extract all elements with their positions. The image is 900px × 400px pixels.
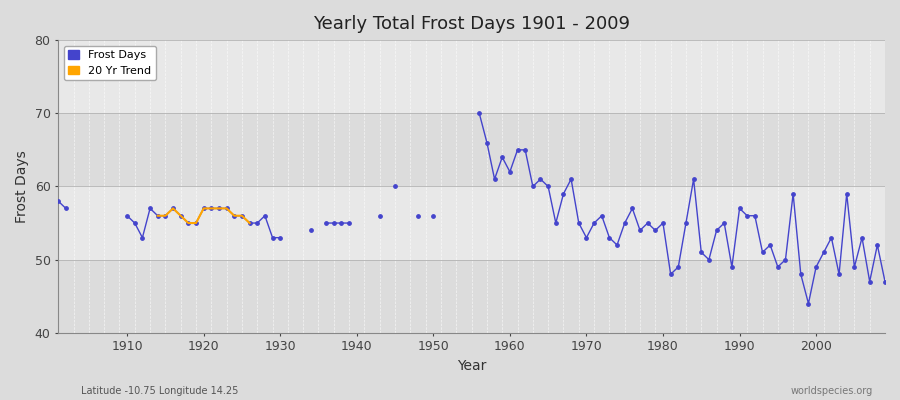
Point	[480, 139, 494, 146]
Point	[778, 256, 793, 263]
Point	[724, 264, 739, 270]
Point	[135, 234, 149, 241]
Point	[526, 183, 540, 190]
Point	[143, 205, 157, 212]
Point	[794, 271, 808, 278]
Point	[763, 242, 778, 248]
Point	[595, 212, 609, 219]
Point	[257, 212, 272, 219]
Point	[472, 110, 487, 116]
Point	[510, 147, 525, 153]
Point	[495, 154, 509, 160]
Point	[303, 227, 318, 234]
Point	[610, 242, 625, 248]
Point	[196, 205, 211, 212]
Point	[212, 205, 226, 212]
Point	[58, 205, 73, 212]
Text: worldspecies.org: worldspecies.org	[791, 386, 873, 396]
Point	[870, 242, 885, 248]
Point	[518, 147, 533, 153]
Point	[679, 220, 693, 226]
Point	[626, 205, 640, 212]
Point	[373, 212, 387, 219]
Point	[641, 220, 655, 226]
Point	[242, 220, 256, 226]
Point	[702, 256, 716, 263]
Point	[572, 220, 586, 226]
Point	[488, 176, 502, 182]
Point	[128, 220, 142, 226]
Point	[580, 234, 594, 241]
Point	[855, 234, 869, 241]
Point	[671, 264, 686, 270]
Point	[334, 220, 348, 226]
Point	[687, 176, 701, 182]
Point	[549, 220, 563, 226]
Point	[120, 212, 134, 219]
Point	[556, 190, 571, 197]
Point	[633, 227, 647, 234]
Point	[694, 249, 708, 256]
Point	[840, 190, 854, 197]
Point	[663, 271, 678, 278]
Point	[786, 190, 800, 197]
X-axis label: Year: Year	[457, 359, 486, 373]
Point	[174, 212, 188, 219]
Point	[503, 169, 517, 175]
Bar	[58, 186, 885, 260]
Point	[150, 212, 165, 219]
Bar	[58, 113, 885, 186]
Point	[319, 220, 333, 226]
Point	[816, 249, 831, 256]
Point	[602, 234, 616, 241]
Point	[733, 205, 747, 212]
Point	[801, 300, 815, 307]
Point	[227, 212, 241, 219]
Point	[220, 205, 234, 212]
Point	[235, 212, 249, 219]
Point	[748, 212, 762, 219]
Point	[250, 220, 265, 226]
Point	[717, 220, 732, 226]
Point	[541, 183, 555, 190]
Point	[770, 264, 785, 270]
Bar	[58, 260, 885, 333]
Point	[327, 220, 341, 226]
Point	[189, 220, 203, 226]
Point	[181, 220, 195, 226]
Point	[648, 227, 662, 234]
Point	[166, 205, 180, 212]
Text: Latitude -10.75 Longitude 14.25: Latitude -10.75 Longitude 14.25	[81, 386, 239, 396]
Point	[273, 234, 287, 241]
Point	[426, 212, 440, 219]
Point	[51, 198, 66, 204]
Y-axis label: Frost Days: Frost Days	[15, 150, 29, 223]
Point	[564, 176, 579, 182]
Point	[847, 264, 861, 270]
Point	[824, 234, 839, 241]
Point	[656, 220, 670, 226]
Point	[158, 212, 173, 219]
Point	[388, 183, 402, 190]
Point	[709, 227, 724, 234]
Bar	[58, 40, 885, 113]
Point	[204, 205, 219, 212]
Point	[342, 220, 356, 226]
Point	[832, 271, 846, 278]
Point	[266, 234, 280, 241]
Point	[587, 220, 601, 226]
Title: Yearly Total Frost Days 1901 - 2009: Yearly Total Frost Days 1901 - 2009	[313, 15, 630, 33]
Point	[878, 278, 892, 285]
Point	[617, 220, 632, 226]
Point	[740, 212, 754, 219]
Point	[534, 176, 548, 182]
Point	[410, 212, 425, 219]
Point	[809, 264, 824, 270]
Point	[862, 278, 877, 285]
Legend: Frost Days, 20 Yr Trend: Frost Days, 20 Yr Trend	[64, 46, 156, 80]
Point	[755, 249, 770, 256]
